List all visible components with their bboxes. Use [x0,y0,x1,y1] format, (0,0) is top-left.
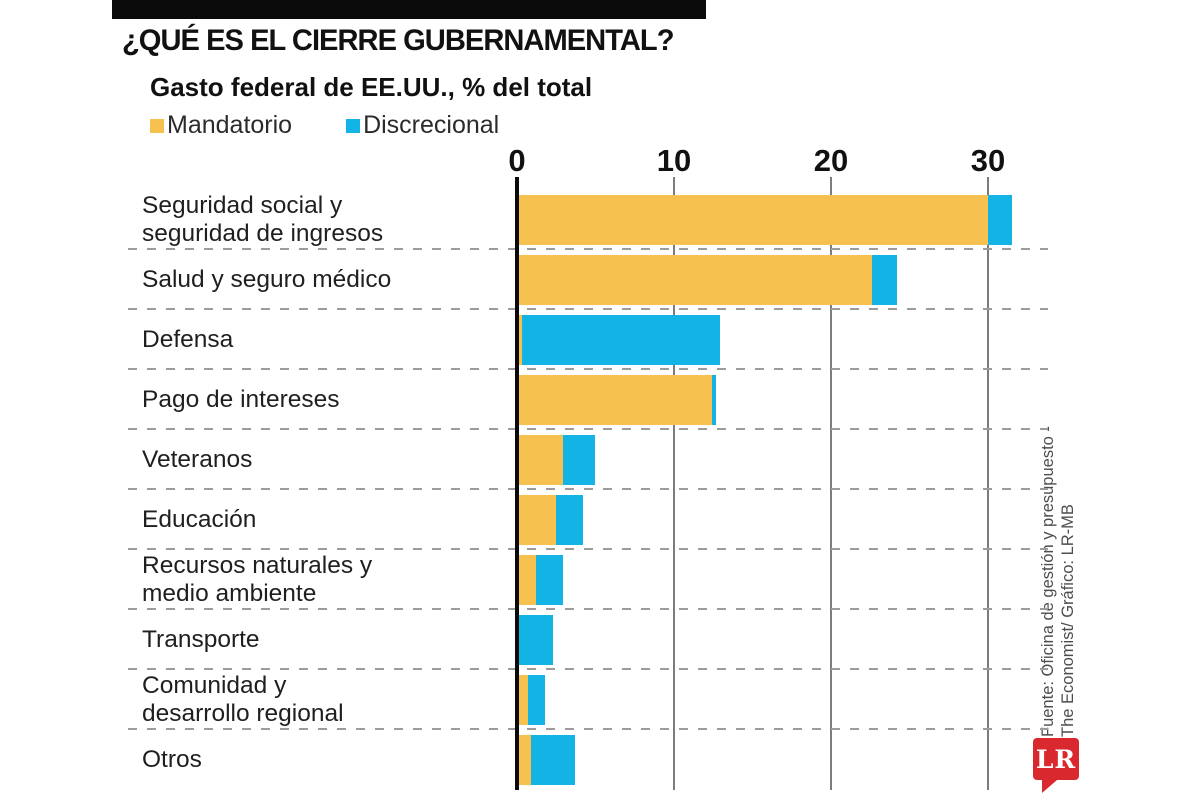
gridline-30 [987,177,989,790]
y-axis-baseline [515,177,519,790]
x-axis-tick-label-10: 10 [656,143,692,178]
row-separator [128,548,1048,550]
x-axis-tick-label-30: 30 [970,143,1006,178]
mandatorio-swatch-icon [150,118,164,133]
chart-row: Veteranos [128,430,1048,490]
category-label: Otros [142,746,202,773]
row-separator [128,608,1048,610]
stacked-bar [517,435,596,485]
category-label: Transporte [142,626,260,653]
chart-row: Otros [128,730,1048,790]
lr-logo: LR [1033,738,1079,793]
row-separator [128,728,1048,730]
legend-item-discrecional: Discrecional [346,111,499,140]
page-title: ¿QUÉ ES EL CIERRE GUBERNAMENTAL? [122,24,675,57]
category-label: Pago de intereses [142,386,340,413]
chart-row: Seguridad social y seguridad de ingresos [128,190,1048,250]
category-label: Comunidad y desarrollo regional [142,672,344,727]
stacked-bar [517,495,583,545]
bar-segment-mandatorio [517,555,536,605]
legend-item-mandatorio: Mandatorio [150,111,292,140]
source-line-2: The Economist/ Gráfico: LR-MB [1059,504,1077,737]
bar-segment-mandatorio [517,255,872,305]
bar-segment-discrecional [871,255,897,305]
chart-row: Defensa [128,310,1048,370]
row-separator [128,248,1048,250]
stacked-bar [517,195,1012,245]
bar-segment-mandatorio [517,195,988,245]
bar-segment-mandatorio [517,675,528,725]
row-separator [128,308,1048,310]
bar-segment-discrecional [711,375,717,425]
x-axis-tick-label-0: 0 [508,143,526,178]
chart-plot-area: Seguridad social y seguridad de ingresos… [0,190,1056,790]
stacked-bar [517,675,546,725]
chart-row: Transporte [128,610,1048,670]
category-label: Recursos naturales y medio ambiente [142,552,373,607]
stacked-bar [517,615,554,665]
lr-logo-text: LR [1035,744,1077,774]
category-label: Educación [142,506,257,533]
bar-segment-discrecional [521,315,720,365]
chart-legend: Mandatorio Discrecional [150,111,499,140]
discrecional-swatch-icon [346,118,361,133]
bar-segment-mandatorio [517,735,532,785]
stacked-bar [517,555,563,605]
category-label: Veteranos [142,446,253,473]
lr-logo-tail [1042,780,1057,793]
bar-segment-mandatorio [517,495,557,545]
chart-row: Educación [128,490,1048,550]
legend-label-discrecional: Discrecional [363,111,500,139]
chart-row: Pago de intereses [128,370,1048,430]
category-label: Seguridad social y seguridad de ingresos [142,192,384,247]
chart-row: Comunidad y desarrollo regional [128,670,1048,730]
stacked-bar [517,255,897,305]
top-accent-bar [112,0,706,19]
x-axis-tick-label-20: 20 [813,143,849,178]
stacked-bar [517,735,576,785]
bar-segment-mandatorio [517,315,522,365]
bar-segment-mandatorio [517,375,712,425]
bar-segment-discrecional [562,435,596,485]
bar-segment-discrecional [556,495,583,545]
stacked-bar [517,315,720,365]
bar-segment-discrecional [988,195,1012,245]
row-separator [128,668,1048,670]
bar-segment-discrecional [517,615,554,665]
gridline-20 [830,177,832,790]
row-separator [128,488,1048,490]
legend-label-mandatorio: Mandatorio [167,111,293,139]
category-label: Salud y seguro médico [142,266,392,293]
bar-segment-discrecional [527,675,546,725]
category-label: Defensa [142,326,234,353]
row-separator [128,368,1048,370]
row-separator [128,428,1048,430]
gridline-10 [673,177,675,790]
bar-segment-mandatorio [517,435,563,485]
bar-segment-discrecional [535,555,563,605]
chart-subtitle: Gasto federal de EE.UU., % del total [150,72,593,102]
chart-row: Salud y seguro médico [128,250,1048,310]
chart-row: Recursos naturales y medio ambiente [128,550,1048,610]
stacked-bar [517,375,717,425]
bar-segment-discrecional [531,735,576,785]
